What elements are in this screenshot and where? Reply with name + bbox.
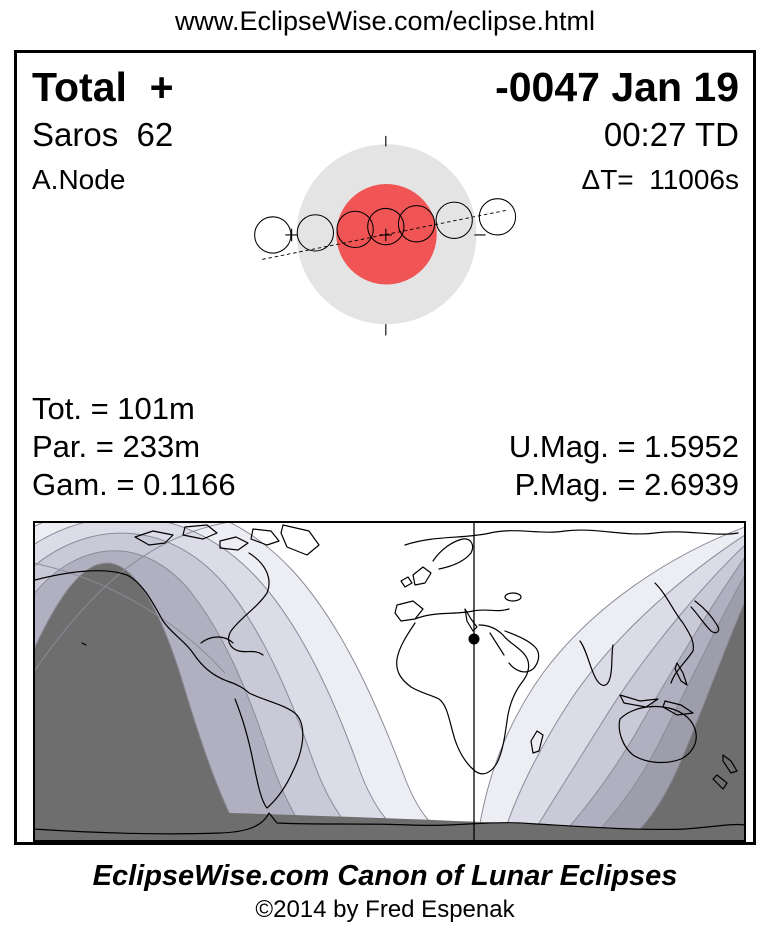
limit-curve-1 bbox=[35, 523, 227, 672]
continents bbox=[35, 524, 744, 835]
eclipse-card: Total + -0047 Jan 19 Saros 62 00:27 TD A… bbox=[14, 50, 756, 845]
eclipse-no-visibility-west bbox=[35, 562, 244, 840]
stat-gam: Gam. = 0.1166 bbox=[32, 467, 236, 502]
visibility-map bbox=[33, 521, 746, 842]
footer-copyright: ©2014 by Fred Espenak bbox=[255, 896, 515, 923]
shadow-diagram bbox=[254, 135, 517, 336]
moon-disks bbox=[254, 198, 517, 254]
node-label: A.Node bbox=[32, 164, 126, 195]
moon-disk bbox=[367, 207, 405, 246]
moon-disk bbox=[336, 210, 374, 249]
stat-par: Par. = 233m bbox=[32, 429, 201, 464]
limit-curve-2 bbox=[35, 562, 226, 674]
zenith-dot bbox=[468, 633, 480, 645]
shadow-center-cross bbox=[379, 228, 393, 242]
footer-title: EclipseWise.com Canon of Lunar Eclipses bbox=[92, 860, 678, 892]
moon-disk bbox=[296, 214, 335, 252]
header-url: www.EclipseWise.com/eclipse.html bbox=[174, 6, 596, 36]
moon-disk bbox=[435, 201, 473, 239]
moon-disk bbox=[478, 198, 517, 236]
stat-umag: U.Mag. = 1.5952 bbox=[508, 429, 739, 464]
antarctica-outline bbox=[35, 812, 744, 835]
antarctic-dark-strip bbox=[35, 807, 744, 840]
moon-disk bbox=[397, 205, 436, 243]
eclipse-date: -0047 Jan 19 bbox=[495, 64, 739, 110]
stat-pmag: P.Mag. = 2.6939 bbox=[514, 467, 739, 502]
stat-tot: Tot. = 101m bbox=[32, 391, 195, 426]
contact-marker-left bbox=[285, 228, 298, 242]
delta-t-label: ΔT= 11006s bbox=[581, 164, 740, 195]
eclipse-type: Total + bbox=[32, 64, 174, 110]
time-label: 00:27 TD bbox=[603, 116, 739, 153]
saros-label: Saros 62 bbox=[32, 116, 174, 153]
visibility-map-svg bbox=[35, 523, 744, 840]
